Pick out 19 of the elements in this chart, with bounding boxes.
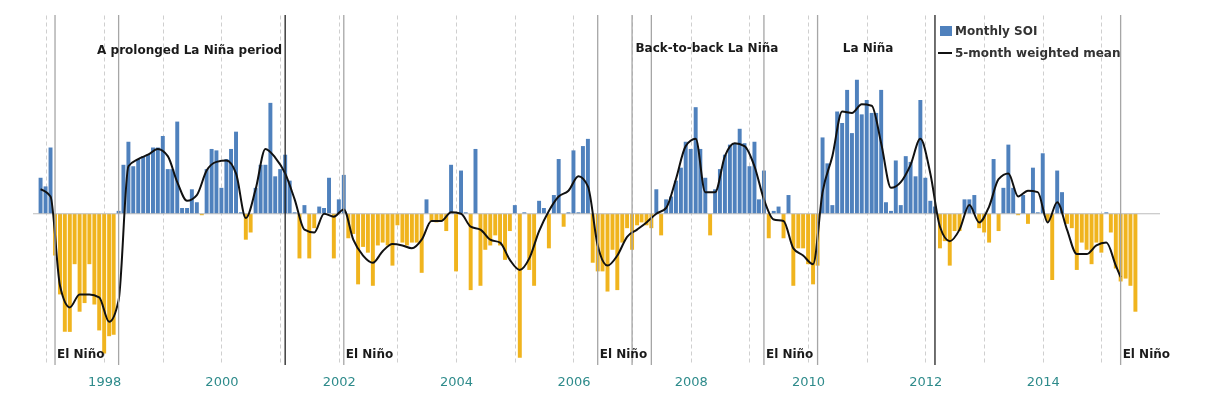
ref-line-label: El Niño xyxy=(57,347,105,361)
legend-label: 5-month weighted mean xyxy=(955,46,1121,60)
legend-label: Monthly SOI xyxy=(955,24,1038,38)
text: A prolonged La Niña period xyxy=(97,43,283,57)
x-tick-label: 2008 xyxy=(674,373,708,389)
x-tick-label: 2014 xyxy=(1026,373,1060,389)
ref-line-label: El Niño xyxy=(345,347,394,361)
text: Back-to-back La Niña xyxy=(635,41,779,55)
x-tick-label: 2002 xyxy=(322,373,356,389)
x-tick-label: 2006 xyxy=(557,373,591,389)
x-tick-label: 2004 xyxy=(440,373,474,389)
x-tick-label: 2012 xyxy=(909,373,943,389)
x-tick-label: 2000 xyxy=(205,373,239,389)
x-tick-label: 1998 xyxy=(88,373,122,389)
x-tick-label: 2010 xyxy=(792,373,826,389)
text: La Niña xyxy=(842,41,894,55)
ref-line-label: El Niño xyxy=(599,347,648,361)
ref-line-label: El Niño xyxy=(1122,347,1171,361)
ref-line-label: El Niño xyxy=(765,347,814,361)
